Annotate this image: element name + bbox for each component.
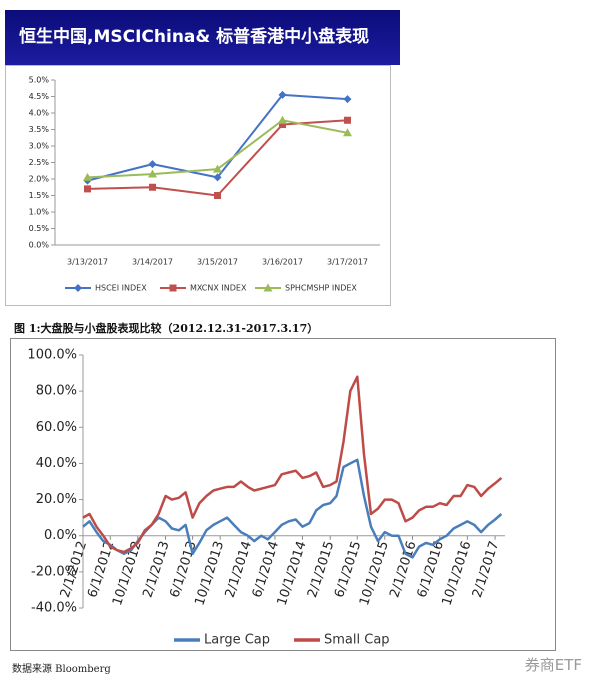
y-tick-label: 2.0% xyxy=(29,175,50,184)
series-line xyxy=(87,119,348,197)
y-tick-label: 4.5% xyxy=(29,92,50,101)
x-tick-label: 3/14/2017 xyxy=(132,258,173,267)
legend-label: HSCEI INDEX xyxy=(95,284,147,293)
y-tick-label: -40.0% xyxy=(31,601,77,616)
chart-frame xyxy=(10,338,556,651)
figure-caption: 图 1:大盘股与小盘股表现比较（2012.12.31-2017.3.17） xyxy=(14,322,319,335)
marker xyxy=(278,115,287,124)
y-tick-label: 4.0% xyxy=(29,109,50,118)
legend-label: SPHCMSHP INDEX xyxy=(285,284,357,293)
marker xyxy=(148,160,157,169)
y-tick-label: 2.5% xyxy=(29,158,50,167)
x-tick-label: 6/1/2015 xyxy=(332,539,364,599)
x-tick-label: 6/1/2014 xyxy=(250,539,282,599)
y-tick-label: 1.0% xyxy=(29,208,50,217)
y-tick-label: 5.0% xyxy=(29,76,50,85)
marker xyxy=(213,173,222,182)
x-tick-label: 2/1/2017 xyxy=(470,539,502,599)
legend-marker xyxy=(169,284,177,292)
y-tick-label: 40.0% xyxy=(36,456,77,471)
y-tick-label: 0.5% xyxy=(29,224,50,233)
marker xyxy=(214,192,221,199)
y-tick-label: 100.0% xyxy=(27,348,77,363)
y-tick-label: 3.0% xyxy=(29,142,50,151)
y-tick-label: -20.0% xyxy=(31,564,77,579)
marker xyxy=(213,164,222,173)
legend-label: MXCNX INDEX xyxy=(190,284,247,293)
y-tick-label: 60.0% xyxy=(36,420,77,435)
y-tick-label: 0.0% xyxy=(44,528,77,543)
marker xyxy=(344,116,351,124)
y-tick-label: 20.0% xyxy=(36,492,77,507)
legend-marker xyxy=(263,283,273,292)
x-tick-label: 3/16/2017 xyxy=(262,258,303,267)
source-note: 数据来源 Bloomberg xyxy=(12,664,111,675)
watermark: 券商ETF xyxy=(524,656,582,674)
y-tick-label: 0.0% xyxy=(29,241,50,250)
x-tick-label: 3/13/2017 xyxy=(67,258,108,267)
x-tick-label: 6/1/2016 xyxy=(415,539,447,599)
series-line xyxy=(82,375,503,554)
x-tick-label: 3/15/2017 xyxy=(197,258,238,267)
legend-label: Small Cap xyxy=(324,633,390,648)
legend-label: Large Cap xyxy=(204,633,270,648)
banner-title: 恒生中国,MSCIChina& 标普香港中小盘表现 xyxy=(5,10,400,65)
x-tick-label: 3/17/2017 xyxy=(327,258,368,267)
marker xyxy=(343,95,352,104)
marker xyxy=(343,128,352,137)
y-tick-label: 3.5% xyxy=(29,125,50,134)
y-tick-label: 1.5% xyxy=(29,191,50,200)
legend-marker xyxy=(74,284,82,292)
chart-frame xyxy=(5,65,391,306)
marker xyxy=(83,172,92,181)
y-tick-label: 80.0% xyxy=(36,384,77,399)
marker xyxy=(84,185,91,193)
marker xyxy=(279,121,286,129)
marker xyxy=(148,169,157,178)
marker xyxy=(149,183,156,191)
marker xyxy=(278,90,287,99)
